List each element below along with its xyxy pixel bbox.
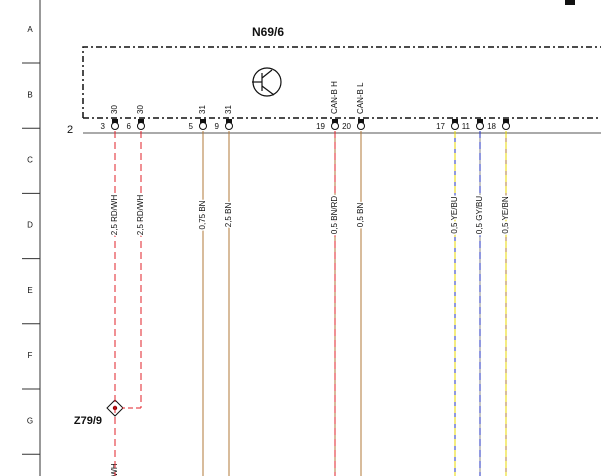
pin-cap [226, 119, 232, 123]
pin-number: 20 [342, 122, 351, 131]
pin [357, 122, 365, 130]
pin [331, 122, 339, 130]
pin-number: 6 [127, 122, 132, 131]
pin-cap [200, 119, 206, 123]
pin [111, 122, 119, 130]
pin [199, 122, 207, 130]
pin-cap [503, 119, 509, 123]
pin-signal: 31 [198, 105, 207, 114]
row-label: C [27, 156, 33, 165]
row-label: G [27, 416, 33, 425]
pin-cap [138, 119, 144, 123]
pin [225, 122, 233, 130]
component-box [82, 46, 601, 134]
pin-signal: 31 [224, 105, 233, 114]
wire-label: 0,5 BN [356, 203, 365, 228]
pin-number: 5 [189, 122, 194, 131]
pin-number: 9 [215, 122, 220, 131]
pin-signal: CAN-B L [356, 82, 365, 114]
connector-label: 2 [67, 124, 73, 136]
pin-cap [332, 119, 338, 123]
pin-number: 18 [487, 122, 496, 131]
row-label: D [27, 221, 33, 230]
corner-mark [565, 0, 575, 5]
pin-cap [358, 119, 364, 123]
row-label: F [28, 351, 33, 360]
wire-label: 0,5 YE/BN [501, 196, 510, 233]
transistor-symbol [252, 67, 282, 97]
pin-number: 19 [316, 122, 325, 131]
pin-signal: CAN-B H [330, 81, 339, 114]
pin-number: 17 [436, 122, 445, 131]
pin-number: 11 [462, 122, 471, 131]
row-label: A [27, 25, 33, 34]
pin [451, 122, 459, 130]
pin [476, 122, 484, 130]
wire-label: 0,75 BN [198, 200, 207, 229]
wire-label: 0,5 GY/BU [475, 196, 484, 234]
row-label: E [27, 286, 32, 295]
pin-cap [112, 119, 118, 123]
wire-label: 2,5 RD/WH [136, 195, 145, 236]
wire-label: 2,5 RD/WH [110, 195, 119, 236]
wire-label: 2,5 BN [224, 203, 233, 228]
wire-label: WH [110, 463, 119, 476]
pin-number: 3 [101, 122, 106, 131]
component-name: N69/6 [252, 25, 284, 39]
wire-label: 0,5 YE/BU [450, 196, 459, 233]
wire-label: 0,5 BN/RD [330, 196, 339, 234]
pin-cap [477, 119, 483, 123]
row-label: B [27, 90, 32, 99]
pin-cap [452, 119, 458, 123]
splice-name: Z79/9 [74, 415, 102, 427]
pin [502, 122, 510, 130]
pin-signal: 30 [136, 105, 145, 114]
pin [137, 122, 145, 130]
pin-signal: 30 [110, 105, 119, 114]
